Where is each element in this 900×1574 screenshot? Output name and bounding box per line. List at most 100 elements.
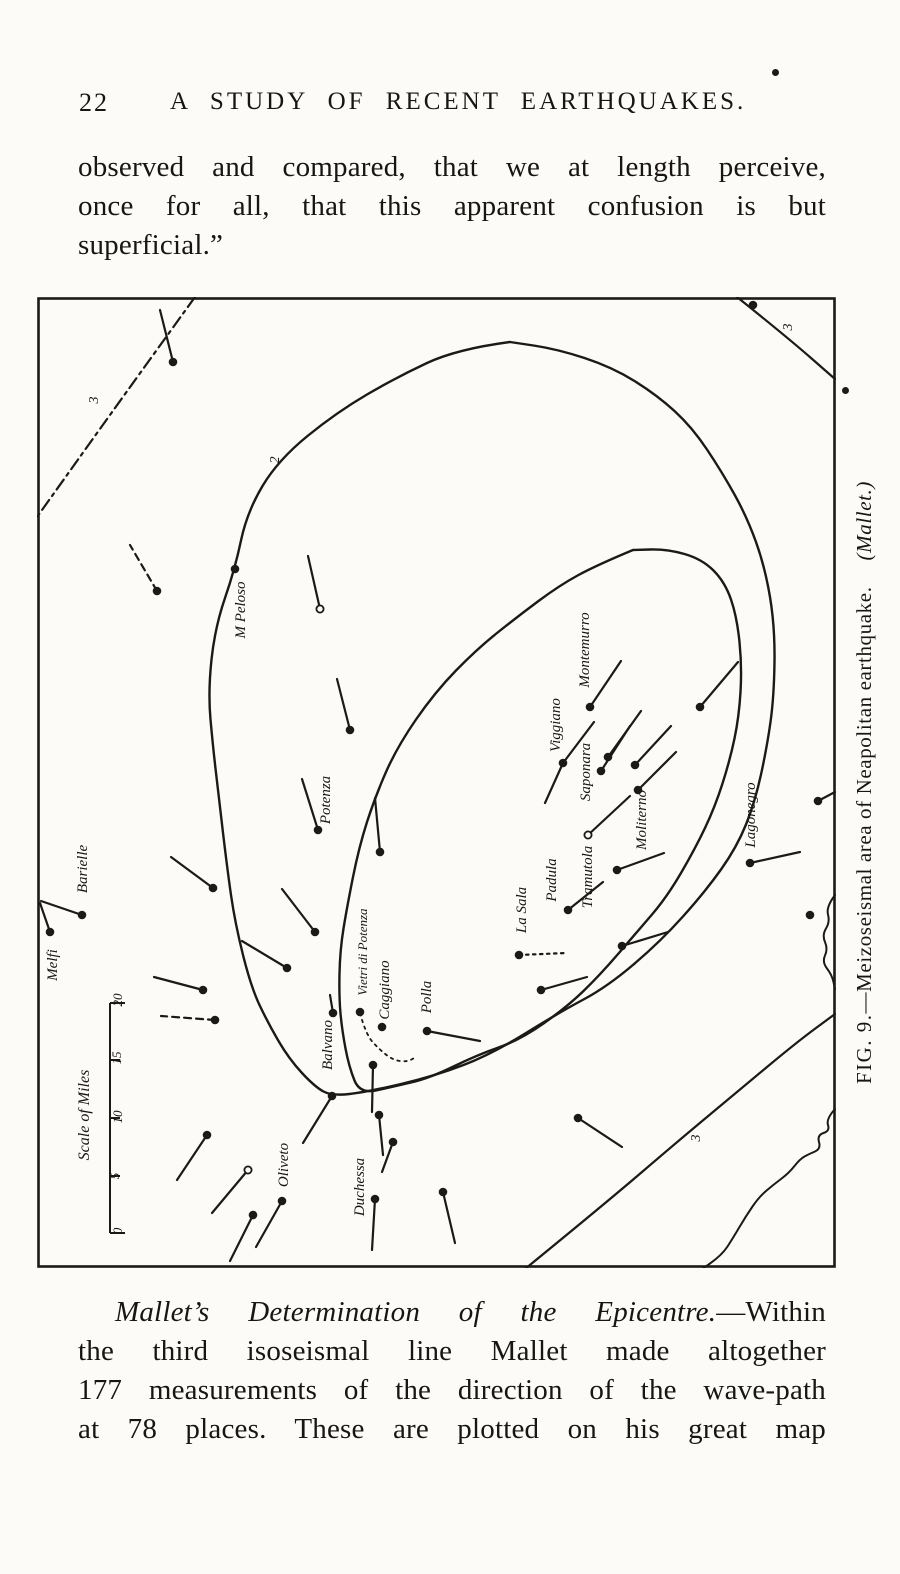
scale-tick-label: 10 xyxy=(110,1110,125,1124)
station-dot xyxy=(514,950,524,960)
wave-path-line xyxy=(39,899,84,917)
wave-path-line xyxy=(169,855,215,890)
station-dot xyxy=(563,905,573,915)
figure-number: FIG. 9. xyxy=(851,1013,876,1085)
place-label: La Sala xyxy=(514,887,530,934)
station-dot xyxy=(230,564,240,574)
station-dot xyxy=(277,1196,287,1206)
place-label: M Peloso xyxy=(233,581,249,640)
station-dot xyxy=(210,1015,220,1025)
station-dot xyxy=(355,1007,365,1017)
station-dot xyxy=(617,941,627,951)
text-line: superficial.” xyxy=(78,229,224,261)
wave-path-line xyxy=(543,761,565,805)
place-label: Padula xyxy=(544,858,560,902)
station-dot xyxy=(310,927,320,937)
isoseismal-2-outer xyxy=(208,340,776,1096)
text-line: once for all, that this apparent confusi… xyxy=(78,190,826,222)
coastline-lower xyxy=(701,1108,836,1268)
wave-path-line xyxy=(280,887,317,934)
isoseismal-3-line-topright xyxy=(735,297,836,381)
wave-path-line xyxy=(240,939,289,970)
wave-path-line xyxy=(586,794,632,837)
station-dot xyxy=(248,1210,258,1220)
station-dot xyxy=(585,702,595,712)
wave-path-line xyxy=(159,1014,217,1022)
place-label: Duchessa xyxy=(352,1158,368,1217)
coastline-upper xyxy=(822,894,836,990)
place-label: Viggiano xyxy=(548,698,564,752)
place-label: Caggiano xyxy=(377,960,393,1020)
station-dot xyxy=(345,725,355,735)
isoseismal-label-3: 3 xyxy=(689,1135,704,1143)
section-lead-italic: Mallet’s Determination of the Epicentre. xyxy=(115,1296,717,1328)
station-dot xyxy=(813,796,823,806)
place-label: Tramutola xyxy=(580,846,596,909)
running-title: A STUDY OF RECENT EARTHQUAKES. xyxy=(170,88,747,115)
wave-path-line xyxy=(588,659,623,709)
wave-path-line xyxy=(158,308,175,364)
scale-title: Scale of Miles xyxy=(76,1070,93,1161)
wave-path-line xyxy=(566,880,605,912)
station-dot xyxy=(202,1130,212,1140)
station-dot xyxy=(633,785,643,795)
place-label: Barielle xyxy=(75,845,91,894)
place-label: Balvano xyxy=(320,1020,336,1070)
station-dot xyxy=(422,1026,432,1036)
isoseismal-label-3: 3 xyxy=(781,324,796,332)
place-label: Melfi xyxy=(45,949,61,982)
station-dot xyxy=(388,1137,398,1147)
scale-tick-label: 20 xyxy=(110,993,125,1007)
station-dot xyxy=(370,1194,380,1204)
station-dot xyxy=(328,1008,338,1018)
wave-path-line xyxy=(517,951,568,957)
figure-caption-column: FIG. 9. —Meizoseismal area of Neapolitan … xyxy=(836,297,892,1268)
station-dot xyxy=(152,586,162,596)
station-dot xyxy=(558,758,568,768)
station-dot xyxy=(573,1113,583,1123)
station-dot xyxy=(745,858,755,868)
wave-path-line xyxy=(615,851,666,872)
station-dot xyxy=(805,910,815,920)
wave-path-line xyxy=(633,724,673,767)
map-border xyxy=(37,297,836,1268)
wave-path-line xyxy=(576,1116,624,1149)
page-header: 22 A STUDY OF RECENT EARTHQUAKES. xyxy=(0,88,900,122)
place-label: Lagonegro xyxy=(743,782,759,849)
scale-tick-label: 5 xyxy=(107,1172,122,1179)
station-dot xyxy=(695,702,705,712)
station-dot xyxy=(536,985,546,995)
isoseismal-label-2: 2 xyxy=(268,457,283,464)
station-dot xyxy=(596,766,606,776)
scale-tick-label: 0 xyxy=(110,1227,125,1234)
meizoseismal-map: M Peloso Potenza Vietri di Potenza Caggiano… xyxy=(37,297,836,1268)
wave-path-line xyxy=(254,1199,284,1249)
scale-tick-label: 15 xyxy=(109,1051,124,1065)
wave-path-line xyxy=(425,1029,482,1043)
wave-path-line xyxy=(441,1190,457,1245)
station-dot xyxy=(374,1110,384,1120)
station-dot xyxy=(583,830,593,840)
wave-path-line xyxy=(698,660,740,709)
wave-path-line xyxy=(539,975,589,992)
station-dot xyxy=(77,910,87,920)
wave-path-line xyxy=(370,1197,377,1252)
station-dot xyxy=(45,927,55,937)
wave-path-line xyxy=(300,777,320,832)
station-dot xyxy=(168,357,178,367)
station-dot xyxy=(208,883,218,893)
station-dot xyxy=(438,1187,448,1197)
figure-caption: FIG. 9. —Meizoseismal area of Neapolitan … xyxy=(838,297,890,1268)
station-dot xyxy=(315,604,325,614)
place-label: Montemurro xyxy=(577,612,593,689)
station-dot xyxy=(630,760,640,770)
wave-path-line xyxy=(373,796,382,854)
station-dot xyxy=(377,1022,387,1032)
text-line: the third isoseismal line Mallet made al… xyxy=(78,1335,826,1367)
place-label: Polla xyxy=(419,981,435,1015)
station-dot xyxy=(198,985,208,995)
place-label: Oliveto xyxy=(276,1142,292,1187)
station-dot xyxy=(612,865,622,875)
section-lead-rest: —Within xyxy=(716,1296,826,1328)
